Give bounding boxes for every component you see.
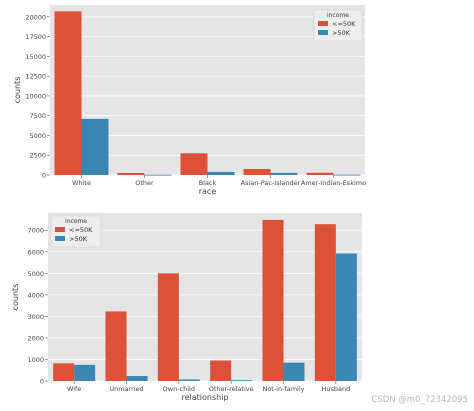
chart-2-bar-high: [126, 376, 148, 381]
chart-1-ytick-label: 7500: [29, 112, 46, 120]
chart-2-bar-high: [283, 362, 305, 381]
chart-1-bar-low: [180, 153, 208, 175]
chart-2-legend-title: income: [65, 218, 87, 225]
chart-2-bar-high: [231, 380, 253, 381]
chart-1-ytick-label: 5000: [29, 132, 46, 140]
chart-2-legend-label: <=50K: [69, 226, 93, 234]
chart-2-bar-high: [74, 364, 96, 381]
chart-2-legend-label: >50K: [69, 235, 88, 243]
chart-2-legend-swatch: [55, 236, 65, 241]
chart-1-xtick-label: Other: [135, 179, 154, 187]
chart-1-legend-label: >50K: [332, 29, 351, 37]
chart-1-xtick-label: Asian-Pac-Islander: [241, 179, 301, 187]
chart-2-ytick-label: 1000: [27, 356, 44, 364]
chart-1-y-axis-label: counts: [13, 77, 22, 104]
chart-2-xtick-label: Wife: [67, 385, 81, 393]
watermark-text: CSDN @m0_72342095: [371, 395, 468, 405]
chart-2-ytick-label: 3000: [27, 313, 44, 321]
chart-2-bar-high: [178, 379, 200, 381]
chart-2-xtick-label: Own-child: [163, 385, 195, 393]
chart-2-ytick-label: 7000: [27, 227, 44, 235]
chart-1-ytick-label: 12500: [25, 73, 46, 81]
chart-2-ytick-label: 6000: [27, 248, 44, 256]
chart-2-xtick-label: Unmarried: [109, 385, 143, 393]
chart-1-bar-high: [81, 118, 109, 175]
chart-1-ytick-label: 20000: [25, 13, 46, 21]
chart-1-bar-low: [117, 173, 145, 175]
chart-1-bar-low: [54, 11, 82, 176]
chart-1-legend-swatch: [318, 30, 328, 35]
chart-2-ytick-label: 0: [40, 378, 44, 386]
chart-1-bar-high: [270, 172, 298, 175]
chart-1-xtick-label: White: [72, 179, 91, 187]
chart-1-bar-low: [243, 168, 271, 175]
chart-2-ytick-label: 5000: [27, 270, 44, 278]
chart-1-xtick-label: Black: [199, 179, 217, 187]
chart-1-bar-high: [207, 171, 235, 175]
chart-1-ytick-label: 17500: [25, 33, 46, 41]
chart-1-ytick-label: 0: [42, 172, 46, 180]
chart-2-x-axis-label: relationship: [181, 393, 228, 402]
chart-2-legend-swatch: [55, 227, 65, 232]
chart-2-xtick-label: Other-relative: [209, 385, 254, 393]
chart-1-legend-title: income: [327, 12, 349, 19]
chart-1-ytick-label: 15000: [25, 53, 46, 61]
chart-1-x-axis-label: race: [199, 187, 217, 196]
chart-1-xtick-label: Amer-Indian-Eskimo: [301, 179, 366, 187]
chart-1-ytick-label: 10000: [25, 92, 46, 100]
chart-2-bar-low: [157, 273, 179, 381]
chart-2-bar-low: [53, 363, 75, 381]
chart-2-bar-high: [335, 253, 357, 381]
chart-1-legend-swatch: [318, 21, 328, 26]
chart-2-bar-low: [314, 224, 336, 381]
chart-1-legend-label: <=50K: [332, 20, 356, 28]
chart-2-bar-low: [262, 219, 284, 381]
chart-2-xtick-label: Husband: [321, 385, 350, 393]
chart-1-bar-low: [306, 172, 334, 175]
chart-2-xtick-label: Not-in-family: [262, 385, 304, 393]
chart-1-ytick-label: 2500: [29, 152, 46, 160]
chart-2-bar-low: [105, 311, 127, 381]
chart-1-bar-high: [333, 174, 361, 176]
chart-2-ytick-label: 2000: [27, 334, 44, 342]
chart-2-ytick-label: 4000: [27, 291, 44, 299]
chart-2-y-axis-label: counts: [11, 284, 20, 311]
chart-2-bar-low: [210, 360, 232, 381]
chart-1-bar-high: [144, 174, 172, 176]
